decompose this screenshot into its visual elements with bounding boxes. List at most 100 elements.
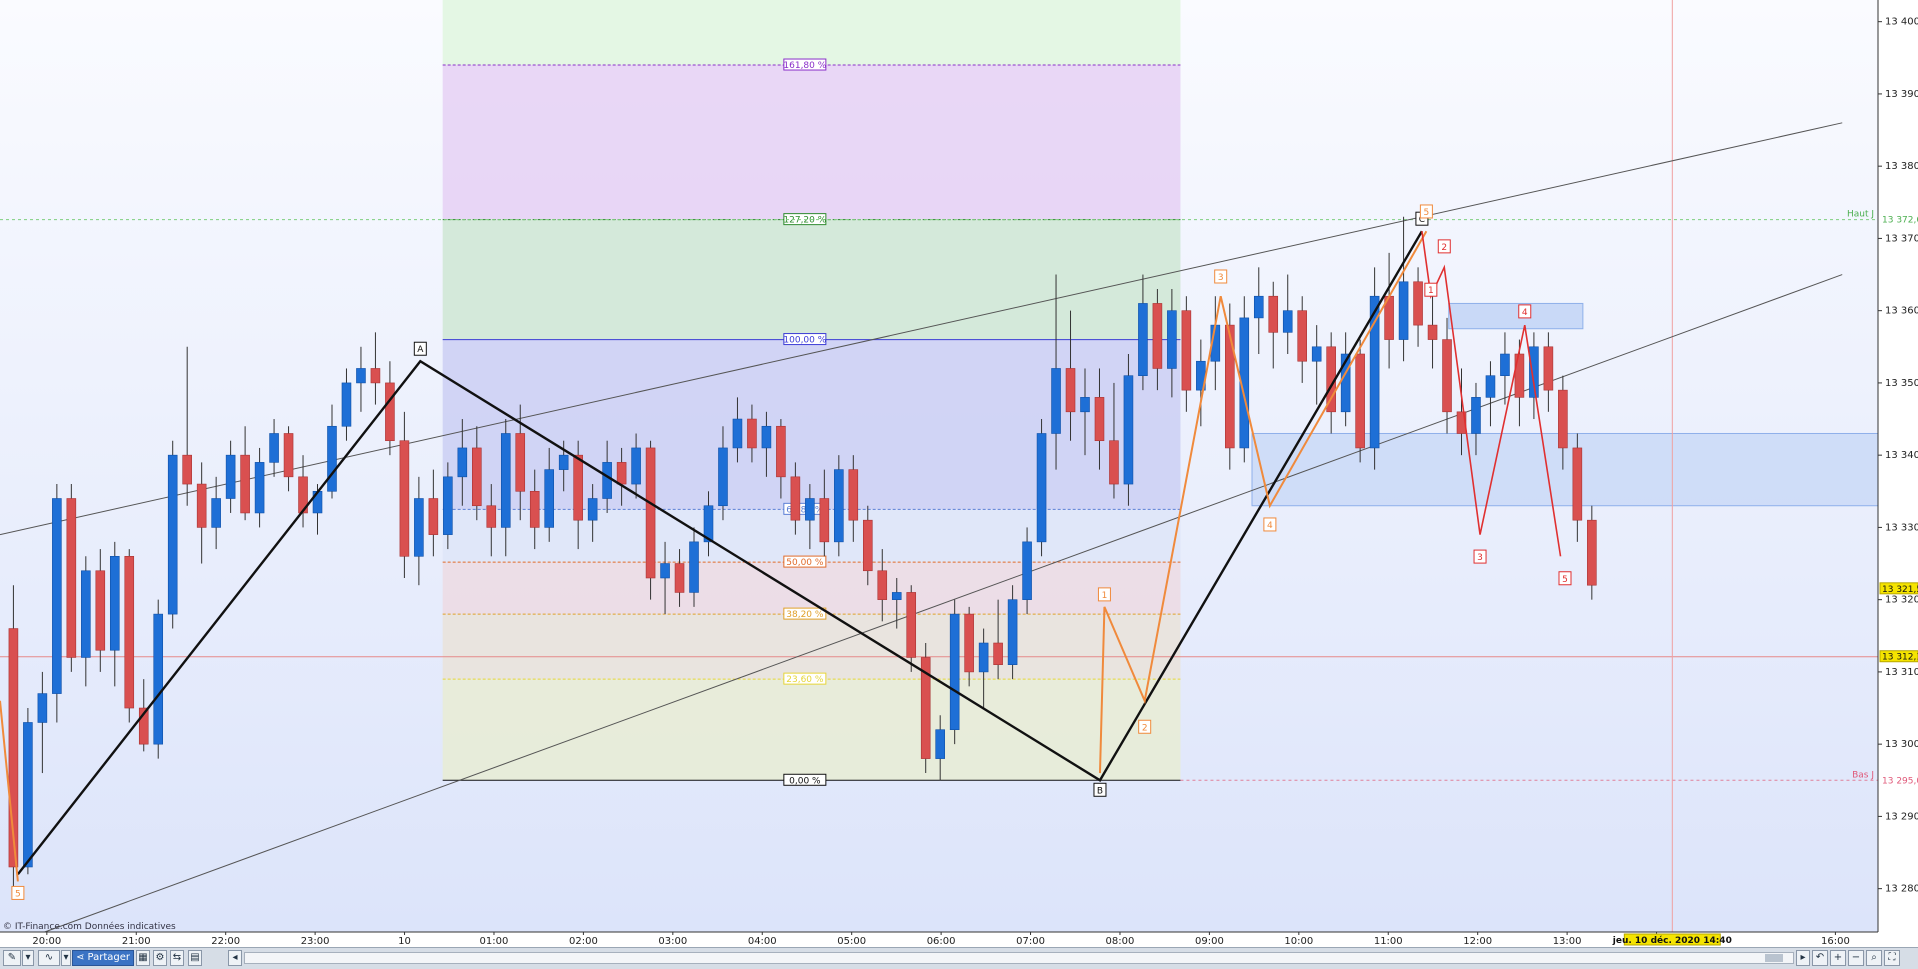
candle-body — [23, 722, 33, 868]
layout-icon[interactable]: ▤ — [188, 950, 202, 966]
candle-body — [819, 498, 830, 543]
candle — [544, 447, 554, 542]
fib-level-label: 127,20 % — [783, 216, 826, 226]
share-icon: ⋖ — [75, 952, 88, 963]
dropdown-icon[interactable]: ▾ — [61, 950, 71, 966]
candle-body — [1587, 519, 1597, 586]
orange-wave — [1098, 230, 1428, 774]
abc-point-box — [413, 341, 427, 356]
candle-body — [1369, 295, 1380, 449]
candle-body — [935, 729, 945, 759]
time-scrollbar[interactable] — [244, 952, 1794, 964]
fib-level-label: 0,00 % — [789, 776, 821, 786]
candle — [645, 440, 656, 600]
candle-body — [269, 433, 279, 463]
candle — [1051, 274, 1061, 470]
x-tick-label: 05:00 — [837, 936, 866, 947]
candle — [1558, 375, 1568, 470]
candle — [732, 397, 743, 463]
candle-body — [877, 570, 888, 600]
candle — [761, 411, 772, 477]
zoom-reset-icon[interactable]: ⌕ — [1866, 950, 1882, 966]
candle — [747, 404, 757, 463]
candlesticks[interactable] — [8, 216, 1597, 889]
candle-body — [341, 382, 352, 427]
scroll-right-icon[interactable]: ▸ — [1796, 950, 1810, 966]
candle-body — [964, 613, 974, 673]
candle-body — [1123, 375, 1134, 485]
candle — [1427, 288, 1438, 369]
grid-icon[interactable]: ▦ — [136, 950, 150, 966]
candle-body — [920, 657, 931, 759]
candle-body — [1051, 368, 1061, 434]
fib-level-label: 161,80 % — [783, 61, 826, 71]
candle-body — [1239, 317, 1250, 449]
config-icon[interactable]: ⚙ — [153, 950, 167, 966]
fullscreen-icon[interactable]: ⛶ — [1884, 950, 1900, 966]
candle-body — [167, 454, 178, 615]
candle-body — [385, 382, 395, 442]
fib-level-label: 50,00 % — [786, 558, 824, 568]
price-tag-box — [1879, 582, 1918, 595]
candle-body — [993, 642, 1003, 665]
price-tag-box — [1879, 650, 1918, 663]
scroll-left-icon[interactable]: ◂ — [228, 950, 242, 966]
candle — [1007, 585, 1018, 680]
orange-wave-box — [1419, 204, 1433, 219]
fib-level-box — [783, 555, 827, 568]
candle — [1413, 267, 1423, 347]
candle-body — [414, 498, 424, 557]
dropdown-icon[interactable]: ▾ — [22, 950, 34, 966]
candle — [1225, 303, 1235, 470]
abc-point-label: C — [1419, 215, 1425, 225]
red-wave-label: 1 — [1428, 286, 1434, 296]
orange-wave-label: 5 — [15, 889, 21, 899]
indicator-icon[interactable]: ∿ — [38, 950, 60, 966]
candle — [1094, 368, 1105, 470]
red-wave-box — [1518, 304, 1532, 319]
compare-icon[interactable]: ⇆ — [170, 950, 184, 966]
abc-point-label: B — [1097, 786, 1103, 796]
zoom-out-icon[interactable]: − — [1848, 950, 1864, 966]
x-tick-label: 09:00 — [1195, 936, 1224, 947]
scrollbar-thumb[interactable] — [1765, 954, 1783, 962]
candle-body — [283, 433, 294, 478]
fib-level-box — [783, 333, 827, 346]
share-button[interactable]: ⋖ Partager — [72, 950, 134, 966]
trend-lines — [0, 0, 1878, 933]
candle-body — [1065, 368, 1076, 413]
pencil-icon[interactable]: ✎ — [3, 950, 21, 966]
candle — [660, 541, 670, 615]
candle — [1282, 274, 1293, 355]
candle-body — [1297, 310, 1308, 362]
x-tick-label: 04:00 — [748, 936, 777, 947]
candle — [370, 332, 381, 405]
candle — [109, 541, 120, 687]
candle-body — [747, 418, 757, 449]
candle — [776, 419, 786, 499]
watermark: © IT-Finance.com Données indicatives — [3, 921, 176, 932]
candle-body — [1456, 411, 1467, 434]
candle — [23, 708, 33, 875]
y-tick-label: 13 300 — [1885, 739, 1918, 750]
candle-body — [1109, 440, 1119, 485]
zoom-in-icon[interactable]: + — [1830, 950, 1846, 966]
candle-body — [486, 505, 497, 528]
candle-body — [732, 418, 743, 449]
candle — [341, 368, 352, 441]
candle — [935, 715, 945, 781]
candle — [1442, 317, 1452, 434]
undo-icon[interactable]: ↶ — [1812, 950, 1828, 966]
candle-body — [1268, 295, 1279, 333]
highlight-zone — [1448, 302, 1584, 330]
candle-body — [37, 693, 48, 723]
candle — [964, 606, 974, 687]
orange-wave-label: 5 — [1424, 208, 1430, 218]
candle — [211, 476, 221, 550]
candle — [1398, 216, 1409, 362]
candle — [819, 469, 830, 557]
candle-body — [1355, 353, 1365, 449]
candle-body — [1181, 310, 1192, 391]
